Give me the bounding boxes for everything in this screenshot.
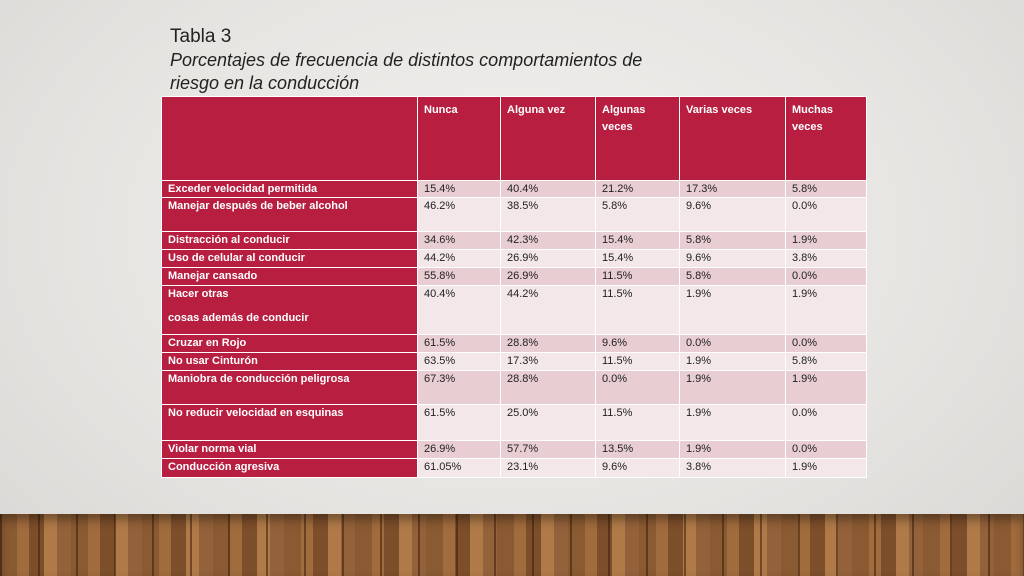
- row-label: Manejar después de beber alcohol: [161, 197, 418, 232]
- column-header: Alguna vez: [500, 96, 596, 181]
- cell: 25.0%: [500, 404, 596, 441]
- cell: 17.3%: [500, 352, 596, 371]
- table-row: Exceder velocidad permitida 15.4% 40.4% 21.…: [161, 180, 867, 198]
- row-label: No usar Cinturón: [161, 352, 418, 371]
- cell: 0.0%: [785, 404, 867, 441]
- cell: 1.9%: [679, 352, 786, 371]
- cell: 9.6%: [679, 197, 786, 232]
- header-row: Nunca Alguna vez Algunas veces Varias veces…: [161, 96, 867, 181]
- cell: 63.5%: [417, 352, 501, 371]
- cell: 28.8%: [500, 334, 596, 353]
- cell: 1.9%: [785, 370, 867, 405]
- cell: 44.2%: [500, 285, 596, 335]
- cell: 0.0%: [785, 267, 867, 286]
- cell: 0.0%: [679, 334, 786, 353]
- cell: 5.8%: [785, 352, 867, 371]
- cell: 3.8%: [679, 458, 786, 478]
- cell: 1.9%: [679, 370, 786, 405]
- cell: 44.2%: [417, 249, 501, 268]
- cell: 26.9%: [417, 440, 501, 459]
- cell: 61.5%: [417, 334, 501, 353]
- cell: 26.9%: [500, 267, 596, 286]
- row-label: Distracción al conducir: [161, 231, 418, 250]
- table-row: Conducción agresiva 61.05% 23.1% 9.6% 3.8% 1.…: [161, 458, 867, 478]
- column-header: Algunas veces: [595, 96, 680, 181]
- cell: 38.5%: [500, 197, 596, 232]
- row-label: Hacer otras cosas además de conducir: [161, 285, 418, 335]
- cell: 13.5%: [595, 440, 680, 459]
- cell: 9.6%: [595, 334, 680, 353]
- cell: 15.4%: [417, 180, 501, 198]
- cell: 1.9%: [679, 440, 786, 459]
- cell: 0.0%: [785, 334, 867, 353]
- row-label: Violar norma vial: [161, 440, 418, 459]
- cell: 26.9%: [500, 249, 596, 268]
- cell: 21.2%: [595, 180, 680, 198]
- cell: 23.1%: [500, 458, 596, 478]
- cell: 17.3%: [679, 180, 786, 198]
- table-row: No reducir velocidad en esquinas 61.5% 25.…: [161, 404, 867, 441]
- table-row: Manejar cansado 55.8% 26.9% 11.5% 5.8% 0.0%: [161, 267, 867, 286]
- table-row: No usar Cinturón 63.5% 17.3% 11.5% 1.9% 5.8%: [161, 352, 867, 371]
- cell: 1.9%: [679, 404, 786, 441]
- cell: 0.0%: [785, 197, 867, 232]
- cell: 11.5%: [595, 285, 680, 335]
- row-label: Conducción agresiva: [161, 458, 418, 478]
- table-row: Hacer otras cosas además de conducir 40.4…: [161, 285, 867, 335]
- cell: 11.5%: [595, 267, 680, 286]
- row-label: Exceder velocidad permitida: [161, 180, 418, 198]
- cell: 1.9%: [785, 285, 867, 335]
- cell: 55.8%: [417, 267, 501, 286]
- corner-cell: [161, 96, 418, 181]
- cell: 11.5%: [595, 352, 680, 371]
- cell: 57.7%: [500, 440, 596, 459]
- cell: 61.05%: [417, 458, 501, 478]
- row-label: Manejar cansado: [161, 267, 418, 286]
- cell: 11.5%: [595, 404, 680, 441]
- table-row: Maniobra de conducción peligrosa 67.3% 28.…: [161, 370, 867, 405]
- wood-floor: [0, 514, 1024, 576]
- cell: 9.6%: [679, 249, 786, 268]
- table-row: Distracción al conducir 34.6% 42.3% 15.4% 5.…: [161, 231, 867, 250]
- cell: 1.9%: [679, 285, 786, 335]
- cell: 5.8%: [679, 267, 786, 286]
- table: Nunca Alguna vez Algunas veces Varias veces…: [161, 96, 867, 478]
- cell: 34.6%: [417, 231, 501, 250]
- cell: 42.3%: [500, 231, 596, 250]
- cell: 3.8%: [785, 249, 867, 268]
- cell: 15.4%: [595, 231, 680, 250]
- cell: 5.8%: [679, 231, 786, 250]
- subtitle: Porcentajes de frecuencia de distintos c…: [170, 50, 643, 93]
- cell: 5.8%: [595, 197, 680, 232]
- cell: 40.4%: [417, 285, 501, 335]
- cell: 40.4%: [500, 180, 596, 198]
- row-label: Cruzar en Rojo: [161, 334, 418, 353]
- cell: 61.5%: [417, 404, 501, 441]
- title: Tabla 3: [170, 26, 232, 47]
- cell: 1.9%: [785, 458, 867, 478]
- column-header: Nunca: [417, 96, 501, 181]
- cell: 15.4%: [595, 249, 680, 268]
- table-row: Manejar después de beber alcohol 46.2% 38.…: [161, 197, 867, 232]
- cell: 46.2%: [417, 197, 501, 232]
- cell: 0.0%: [785, 440, 867, 459]
- table-row: Uso de celular al conducir 44.2% 26.9% 15.4…: [161, 249, 867, 268]
- column-header: Muchas veces: [785, 96, 867, 181]
- cell: 5.8%: [785, 180, 867, 198]
- cell: 67.3%: [417, 370, 501, 405]
- cell: 28.8%: [500, 370, 596, 405]
- row-label: No reducir velocidad en esquinas: [161, 404, 418, 441]
- row-label: Uso de celular al conducir: [161, 249, 418, 268]
- cell: 9.6%: [595, 458, 680, 478]
- cell: 1.9%: [785, 231, 867, 250]
- cell: 0.0%: [595, 370, 680, 405]
- table-row: Cruzar en Rojo 61.5% 28.8% 9.6% 0.0% 0.0%: [161, 334, 867, 353]
- table-row: Violar norma vial 26.9% 57.7% 13.5% 1.9% 0.0%: [161, 440, 867, 459]
- row-label: Maniobra de conducción peligrosa: [161, 370, 418, 405]
- column-header: Varias veces: [679, 96, 786, 181]
